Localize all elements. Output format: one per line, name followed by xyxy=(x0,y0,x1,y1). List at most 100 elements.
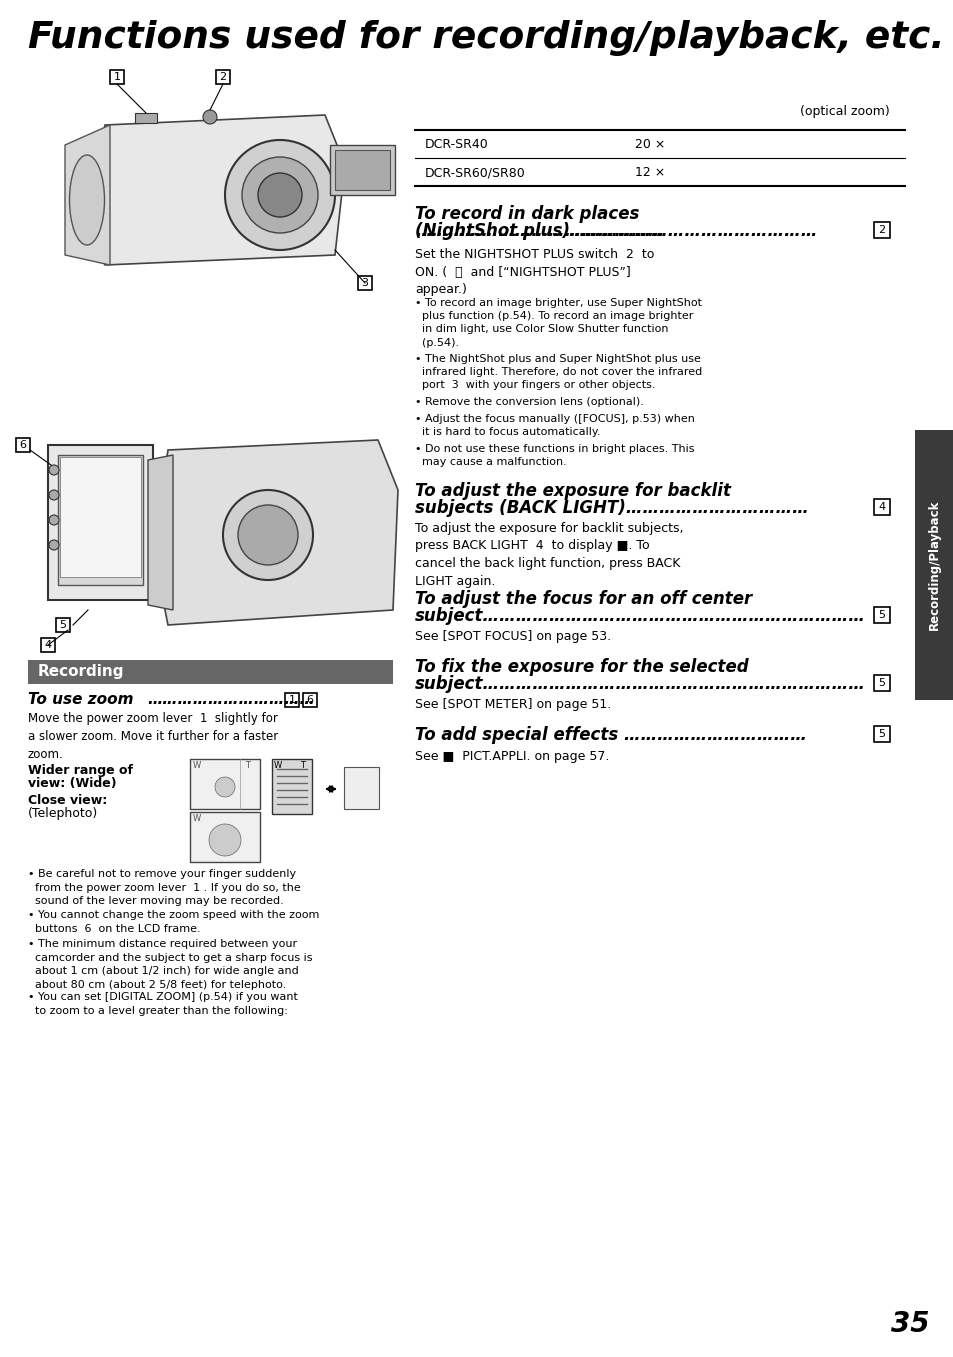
Text: 4: 4 xyxy=(878,502,884,512)
Text: To adjust the focus for an off center: To adjust the focus for an off center xyxy=(415,590,752,608)
Text: • To record an image brighter, use Super NightShot
  plus function (p.54). To re: • To record an image brighter, use Super… xyxy=(415,299,701,347)
Circle shape xyxy=(203,110,216,123)
Polygon shape xyxy=(152,440,397,626)
Text: DCR-SR40: DCR-SR40 xyxy=(424,138,488,151)
Text: 5: 5 xyxy=(59,620,67,630)
Text: To record in dark places: To record in dark places xyxy=(415,205,639,223)
Text: 6: 6 xyxy=(306,695,314,706)
Text: • You cannot change the zoom speed with the zoom
  buttons  6  on the LCD frame.: • You cannot change the zoom speed with … xyxy=(28,911,319,934)
Text: subject……………………………………………………………: subject…………………………………………………………… xyxy=(415,607,865,626)
Bar xyxy=(48,445,152,600)
Bar xyxy=(873,607,889,623)
Bar xyxy=(190,759,260,809)
Bar xyxy=(135,113,157,123)
Circle shape xyxy=(257,172,302,217)
Bar xyxy=(215,71,230,84)
Bar xyxy=(330,145,395,195)
Text: • Remove the conversion lens (optional).: • Remove the conversion lens (optional). xyxy=(415,398,643,407)
Polygon shape xyxy=(65,125,110,265)
Text: ………………………………………: ……………………………………… xyxy=(415,223,663,240)
Bar xyxy=(272,759,312,814)
Text: W: W xyxy=(193,814,201,822)
Bar xyxy=(873,223,889,237)
Bar xyxy=(16,438,30,452)
Text: To use zoom: To use zoom xyxy=(28,692,138,707)
Text: W: W xyxy=(193,761,201,769)
Text: subjects (BACK LIGHT)……………………………: subjects (BACK LIGHT)…………………………… xyxy=(415,499,808,517)
Bar xyxy=(285,693,298,707)
Text: To fix the exposure for the selected: To fix the exposure for the selected xyxy=(415,658,748,676)
Text: Set the NIGHTSHOT PLUS switch  2  to
ON. (  ⓪  and [“NIGHTSHOT PLUS”]
appear.): Set the NIGHTSHOT PLUS switch 2 to ON. (… xyxy=(415,248,654,296)
Bar xyxy=(28,660,393,684)
Text: • Be careful not to remove your finger suddenly
  from the power zoom lever  1 .: • Be careful not to remove your finger s… xyxy=(28,868,300,906)
Bar xyxy=(56,617,70,632)
Circle shape xyxy=(49,465,59,475)
Text: (NightShot plus): (NightShot plus) xyxy=(415,223,569,240)
Text: view: (Wide): view: (Wide) xyxy=(28,778,116,790)
Text: 35: 35 xyxy=(890,1310,928,1338)
Bar xyxy=(110,71,124,84)
Circle shape xyxy=(223,490,313,579)
Polygon shape xyxy=(85,115,345,265)
Text: See ■  PICT.APPLI. on page 57.: See ■ PICT.APPLI. on page 57. xyxy=(415,750,609,763)
Text: 12 ×: 12 × xyxy=(635,166,664,179)
Text: ……………………………: …………………………… xyxy=(147,692,314,707)
Text: • Do not use these functions in bright places. This
  may cause a malfunction.: • Do not use these functions in bright p… xyxy=(415,444,694,467)
Text: To add special effects ……………………………: To add special effects …………………………… xyxy=(415,726,806,744)
Text: Recording: Recording xyxy=(38,664,125,678)
Text: 3: 3 xyxy=(361,278,368,288)
Bar xyxy=(335,151,390,190)
Text: subject……………………………………………………………: subject…………………………………………………………… xyxy=(415,674,865,693)
Bar xyxy=(41,638,55,651)
Bar xyxy=(60,457,141,577)
Circle shape xyxy=(49,516,59,525)
Text: Functions used for recording/playback, etc.: Functions used for recording/playback, e… xyxy=(28,20,943,56)
Circle shape xyxy=(209,824,241,856)
Ellipse shape xyxy=(70,155,105,246)
Text: Move the power zoom lever  1  slightly for
a slower zoom. Move it further for a : Move the power zoom lever 1 slightly for… xyxy=(28,712,278,761)
Text: 2: 2 xyxy=(878,225,884,235)
Text: Recording/Playback: Recording/Playback xyxy=(926,499,940,630)
Text: T: T xyxy=(299,761,305,769)
Text: • The minimum distance required between your
  camcorder and the subject to get : • The minimum distance required between … xyxy=(28,939,313,989)
Text: • The NightShot plus and Super NightShot plus use
  infrared light. Therefore, d: • The NightShot plus and Super NightShot… xyxy=(415,354,701,391)
Bar xyxy=(357,275,372,290)
Bar xyxy=(873,674,889,691)
Text: 20 ×: 20 × xyxy=(635,138,664,151)
Text: To adjust the exposure for backlit subjects,
press BACK LIGHT  4  to display ■. : To adjust the exposure for backlit subje… xyxy=(415,522,682,588)
Text: Wider range of: Wider range of xyxy=(28,764,132,778)
Text: DCR-SR60/SR80: DCR-SR60/SR80 xyxy=(424,166,525,179)
Text: ………………………………………: ……………………………………… xyxy=(567,223,817,240)
Text: 5: 5 xyxy=(878,611,884,620)
Polygon shape xyxy=(148,455,172,611)
Bar xyxy=(873,726,889,742)
Text: Close view:: Close view: xyxy=(28,794,107,807)
Text: 1: 1 xyxy=(113,72,120,81)
Text: To adjust the exposure for backlit: To adjust the exposure for backlit xyxy=(415,482,730,499)
Bar xyxy=(914,430,952,700)
Circle shape xyxy=(242,157,317,233)
Bar xyxy=(190,811,260,862)
Text: W: W xyxy=(274,761,282,769)
Text: 5: 5 xyxy=(878,678,884,688)
Text: • Adjust the focus manually ([FOCUS], p.53) when
  it is hard to focus automatic: • Adjust the focus manually ([FOCUS], p.… xyxy=(415,414,694,437)
Circle shape xyxy=(237,505,297,565)
Text: 1: 1 xyxy=(288,695,295,706)
Text: 6: 6 xyxy=(19,440,27,451)
Bar xyxy=(303,693,316,707)
Text: See [SPOT FOCUS] on page 53.: See [SPOT FOCUS] on page 53. xyxy=(415,630,611,643)
Text: See [SPOT METER] on page 51.: See [SPOT METER] on page 51. xyxy=(415,697,611,711)
Circle shape xyxy=(225,140,335,250)
Text: 4: 4 xyxy=(45,641,51,650)
Bar xyxy=(58,455,143,585)
Text: 5: 5 xyxy=(878,729,884,740)
Text: (Telephoto): (Telephoto) xyxy=(28,807,98,820)
Circle shape xyxy=(49,540,59,550)
Circle shape xyxy=(214,778,234,797)
Circle shape xyxy=(49,490,59,499)
Bar xyxy=(344,767,378,809)
Text: T: T xyxy=(245,761,250,769)
Text: • You can set [DIGITAL ZOOM] (p.54) if you want
  to zoom to a level greater tha: • You can set [DIGITAL ZOOM] (p.54) if y… xyxy=(28,992,297,1015)
Text: 2: 2 xyxy=(219,72,226,81)
Bar xyxy=(873,499,889,516)
